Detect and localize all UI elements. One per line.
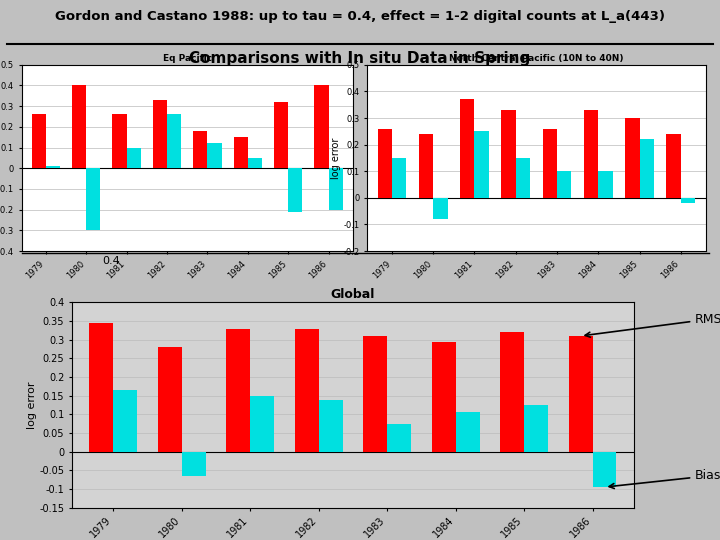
Title: Global: Global <box>330 288 375 301</box>
Bar <box>569 336 593 451</box>
Bar <box>89 323 113 451</box>
Bar <box>274 102 288 168</box>
Bar <box>598 171 613 198</box>
Bar <box>318 400 343 451</box>
Bar <box>392 158 406 198</box>
Text: 0.4: 0.4 <box>103 256 120 267</box>
Bar <box>387 424 411 451</box>
Bar <box>32 114 46 168</box>
Bar <box>72 85 86 168</box>
Bar <box>315 85 328 168</box>
Bar <box>207 144 222 168</box>
Bar <box>625 118 639 198</box>
Bar <box>501 110 516 198</box>
Bar <box>294 328 318 451</box>
Text: Gordon and Castano 1988: up to tau = 0.4, effect = 1-2 digital counts at L_a(443: Gordon and Castano 1988: up to tau = 0.4… <box>55 10 665 23</box>
Title: Eq Pacific: Eq Pacific <box>163 53 212 63</box>
Bar <box>377 129 392 198</box>
Bar <box>288 168 302 212</box>
Bar <box>584 110 598 198</box>
Bar <box>500 332 524 451</box>
Bar <box>226 328 250 451</box>
Bar <box>113 390 137 451</box>
Bar <box>158 347 181 451</box>
Bar <box>46 166 60 168</box>
Bar <box>524 405 548 451</box>
Y-axis label: log error: log error <box>27 381 37 429</box>
Y-axis label: log error: log error <box>330 137 341 179</box>
Bar <box>557 171 572 198</box>
Bar <box>474 131 489 198</box>
Bar <box>153 100 167 168</box>
Bar <box>86 168 100 231</box>
Bar <box>112 114 127 168</box>
Bar <box>181 451 205 476</box>
Bar <box>543 129 557 198</box>
Bar <box>431 342 456 451</box>
Bar <box>193 131 207 168</box>
Title: North Central Pacific (10N to 40N): North Central Pacific (10N to 40N) <box>449 53 624 63</box>
Text: RMS: RMS <box>585 313 720 337</box>
Text: Comparisons with In situ Data in Spring: Comparisons with In situ Data in Spring <box>189 51 531 66</box>
Bar <box>234 137 248 168</box>
Bar <box>667 134 681 198</box>
Bar <box>681 198 696 203</box>
Bar <box>460 99 474 198</box>
Bar <box>127 147 140 168</box>
Bar <box>639 139 654 198</box>
Bar <box>363 336 387 451</box>
Bar <box>593 451 616 487</box>
Bar <box>456 413 480 451</box>
Bar <box>516 158 530 198</box>
Bar <box>419 134 433 198</box>
Bar <box>250 396 274 451</box>
Bar <box>328 168 343 210</box>
Text: Bias: Bias <box>609 469 720 489</box>
Bar <box>433 198 448 219</box>
Bar <box>167 114 181 168</box>
Bar <box>248 158 262 168</box>
